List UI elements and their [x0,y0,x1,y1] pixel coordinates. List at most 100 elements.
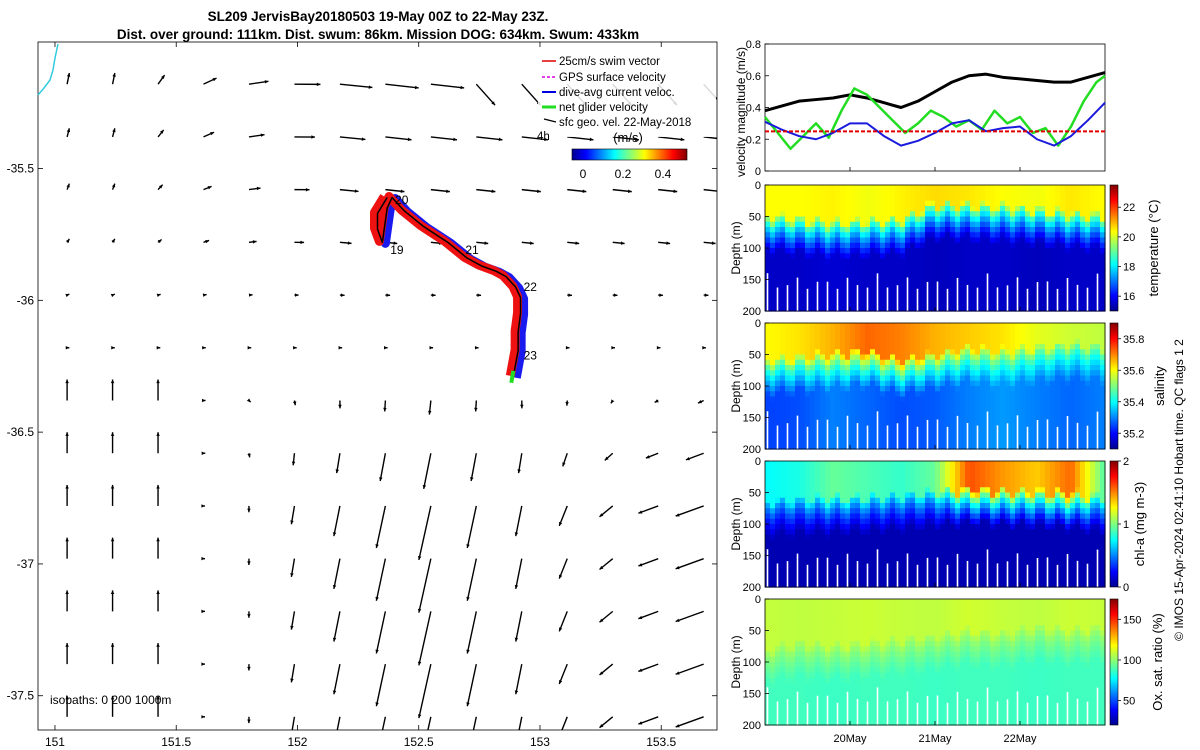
section-cell [890,386,896,392]
section-cell [960,422,966,429]
section-cell [965,396,971,403]
section-cell [920,195,926,202]
section-cell [915,529,921,536]
section-cell [980,284,986,291]
section-cell [910,428,916,434]
section-cell [800,471,806,478]
section-cell [1020,365,1026,371]
section-cell [1010,221,1016,228]
section-cell [915,407,921,413]
section-cell [955,466,961,473]
section-cell [935,221,941,228]
section-cell [850,497,856,504]
section-cell [850,216,856,223]
section-cell [1030,359,1036,366]
section-cell [910,221,916,228]
section-cell [825,216,831,223]
section-cell [985,534,991,541]
section-cell [900,461,906,467]
section-cell [935,391,941,398]
velocity-panel: 00.20.40.60.8 velocity magnitude (m/s) [734,39,1106,178]
section-cell [860,206,866,212]
current-vector-head [558,627,563,632]
section-cell [880,407,886,413]
section-cell [1065,258,1071,265]
section-cell [925,227,931,233]
section-cell [800,513,806,520]
section-cell [805,529,811,536]
section-cell [895,513,901,520]
section-cell [820,555,826,562]
section-cell [775,482,781,488]
section-cell [890,349,896,356]
section-cell [785,248,791,254]
section-cell [835,555,841,562]
section-cell [855,487,861,494]
section-cell [900,471,906,478]
section-cell [815,380,821,387]
section-cell [1100,253,1106,260]
section-cell [945,284,951,291]
section-cell [780,359,786,366]
section-cell [815,529,821,536]
section-cell [1075,242,1081,249]
section-cell [790,253,796,260]
section-cell [865,482,871,488]
section-cell [845,344,851,350]
section-cell [850,560,856,567]
section-cell [885,461,891,467]
section-cell [1095,349,1101,356]
section-cell [835,487,841,494]
section-cell [1025,221,1031,228]
section-cell [835,185,841,191]
section-cell [935,258,941,265]
section-cell [950,359,956,366]
section-cell [890,190,896,197]
section-cell [880,461,886,467]
section-cell [775,211,781,218]
section-cell [810,539,816,546]
section-cell [920,539,926,546]
section-cell [890,216,896,223]
section-cell [860,333,866,340]
section-cell [880,428,886,434]
section-cell [1065,354,1071,361]
current-vector-head [514,532,519,537]
section-cell [940,232,946,239]
section-cell [975,344,981,350]
section-cell [945,190,951,197]
depth-tick-label: 50 [749,350,761,362]
section-cell [945,185,951,191]
section-cell [810,232,816,239]
section-cell [995,365,1001,371]
section-cell [865,391,871,398]
section-cell [1050,279,1056,286]
section-cell [860,492,866,499]
section-cell [875,195,881,202]
section-cell [820,211,826,218]
section-cell [855,466,861,473]
section-cell [880,529,886,536]
section-cell [1005,248,1011,254]
section-cell [915,284,921,291]
section-cell [1090,279,1096,286]
section-cell [885,185,891,191]
section-cell [1085,232,1091,239]
section-cell [985,248,991,254]
section-cell [990,227,996,233]
section-cell [1060,200,1066,207]
section-cell [945,545,951,551]
section-cell [940,279,946,286]
section-cell [950,333,956,340]
section-cell [830,513,836,520]
section-cell [820,190,826,197]
section-cell [815,466,821,473]
section-cell [955,370,961,377]
section-cell [820,300,826,307]
section-cell [850,401,856,408]
section-cell [900,539,906,546]
section-cell [940,545,946,551]
section-cell [990,365,996,371]
section-cell [1065,323,1071,329]
section-cell [945,524,951,530]
